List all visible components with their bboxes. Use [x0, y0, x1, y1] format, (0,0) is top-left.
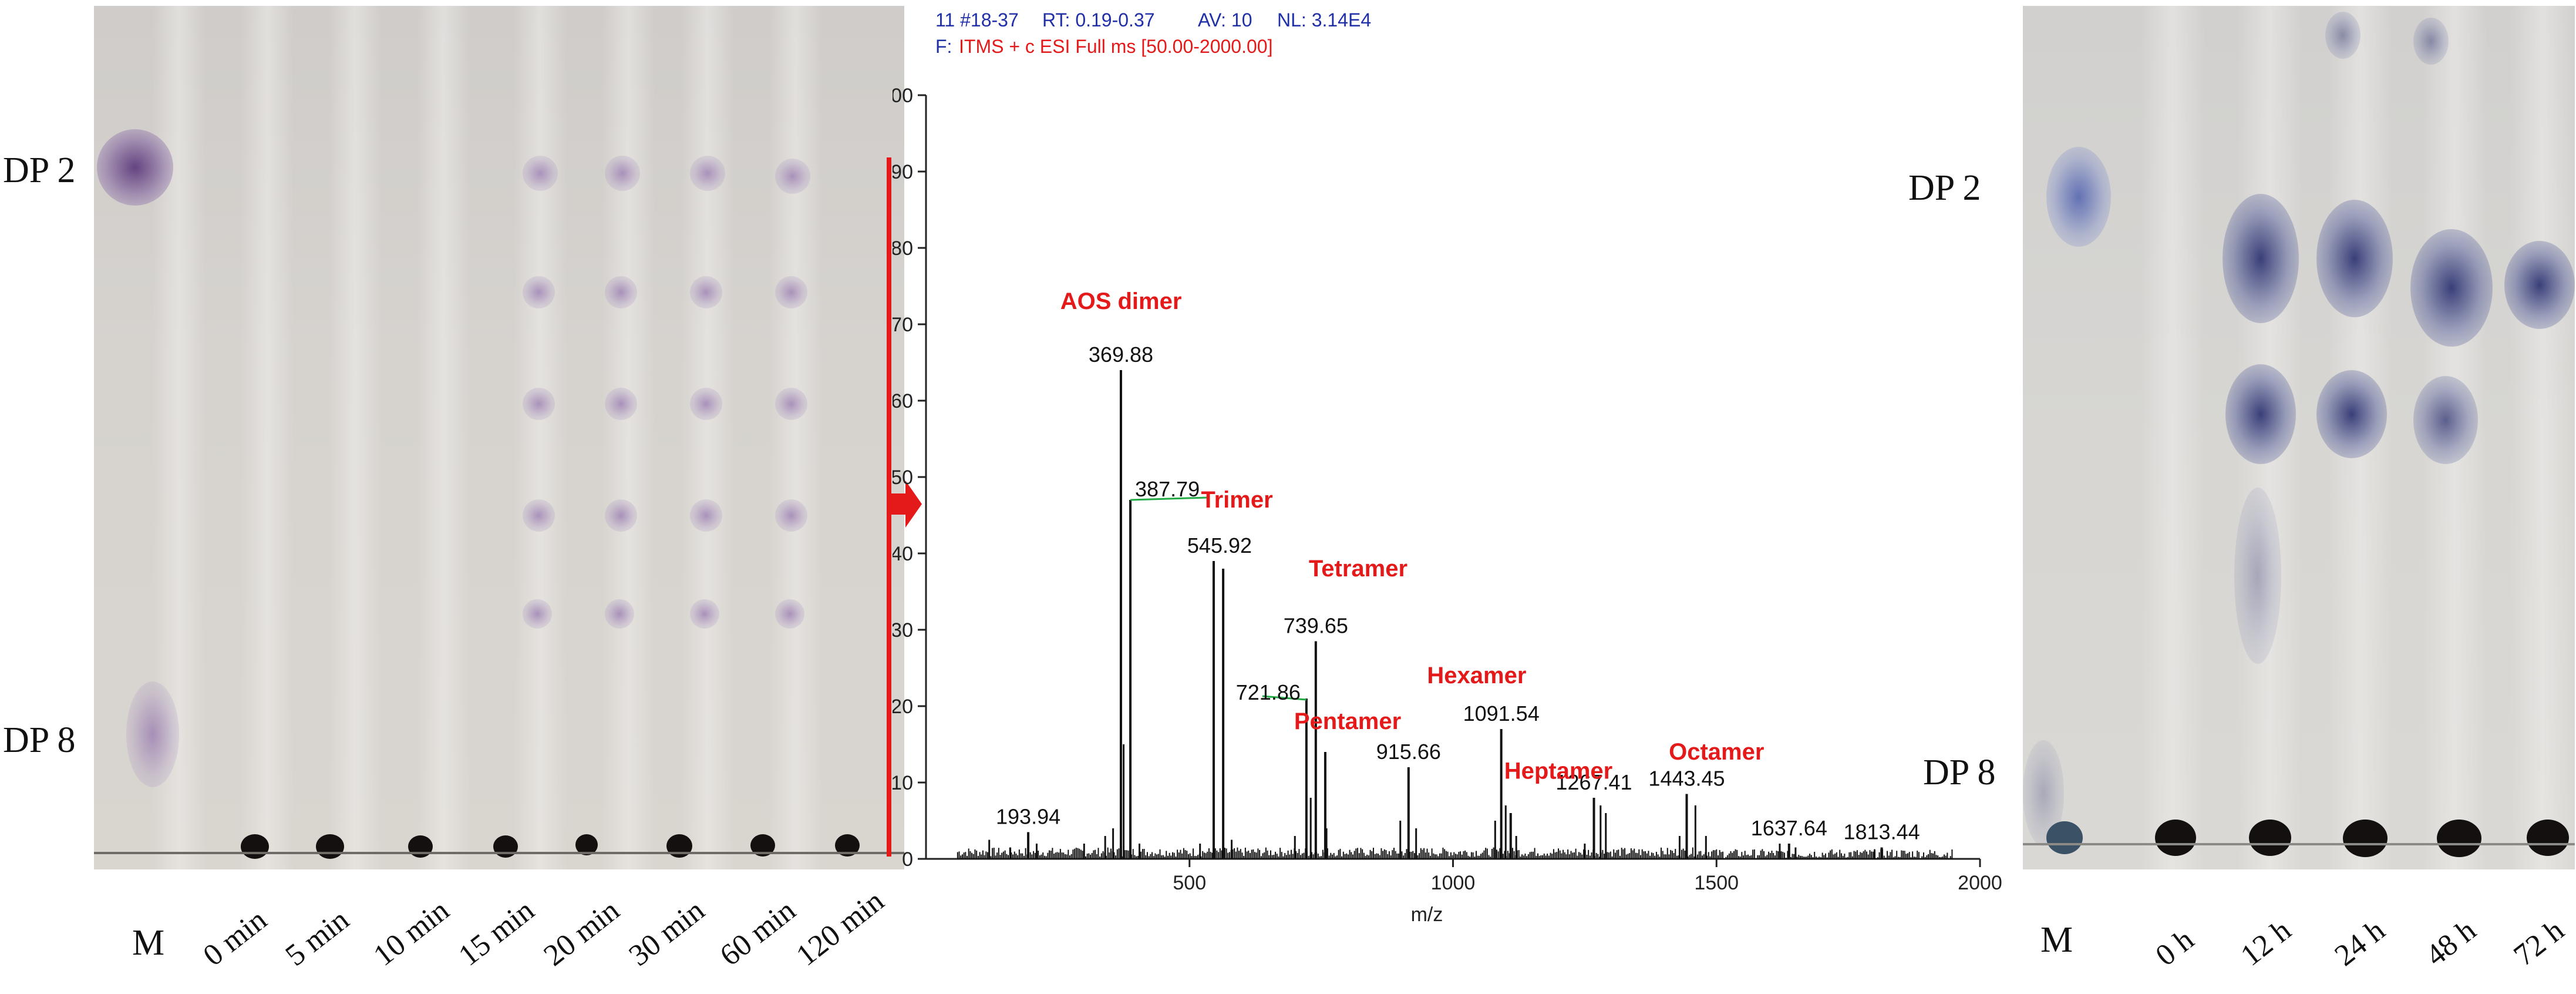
right-lane-label: 72 h: [2507, 913, 2571, 973]
origin-dot: [666, 834, 692, 858]
peak-label: 369.88: [1089, 342, 1153, 367]
y-tick-label: 20: [893, 696, 913, 718]
peak-label: 545.92: [1187, 533, 1252, 558]
leader-line: [1262, 695, 1306, 701]
y-tick-label: 50: [893, 466, 913, 489]
peak-label: 387.79: [1135, 477, 1200, 501]
spectrum-header-filter: F:: [935, 36, 952, 57]
origin-dot: [493, 835, 518, 858]
origin-dot-marker: [2046, 821, 2083, 854]
leader-line: [1130, 496, 1207, 501]
left-lane-label: 5 min: [279, 902, 356, 973]
y-tick-label: 60: [893, 390, 913, 412]
left-lane-label: 60 min: [713, 893, 802, 973]
right-lane-label: 24 h: [2328, 913, 2392, 973]
spectrum-header-scan: 11 #18-37: [935, 9, 1019, 31]
dp2-label-left: DP 2: [3, 150, 76, 190]
oligomer-annotation: AOS dimer: [1060, 288, 1182, 314]
y-tick-label: 80: [893, 237, 913, 260]
left-lane-label: 30 min: [622, 893, 711, 973]
origin-dot: [2437, 820, 2481, 857]
dp8-label-right: DP 8: [1923, 753, 1996, 792]
tlc-plate-right: [2023, 6, 2575, 869]
oligomer-annotation: Heptamer: [1504, 758, 1613, 784]
origin-dot: [316, 834, 344, 859]
peak-label: 1443.45: [1648, 767, 1725, 791]
origin-dot: [2249, 820, 2291, 856]
spectrum-header-av: AV: 10: [1198, 9, 1252, 31]
mass-spectrum: 11 #18-37 RT: 0.19-0.37 AV: 10 NL: 3.14E…: [893, 9, 2002, 926]
peak-label: 1267.41: [1555, 770, 1632, 794]
left-lane-label: 20 min: [537, 893, 626, 973]
marker-label-right: M: [2040, 920, 2073, 960]
spectrum-header-nl: NL: 3.14E4: [1277, 9, 1371, 31]
y-tick-label: 10: [893, 772, 913, 794]
y-tick-label: 0: [902, 848, 913, 871]
y-tick-label: 40: [893, 543, 913, 565]
right-lane-label: 48 h: [2419, 913, 2483, 973]
peak-label: 1091.54: [1463, 701, 1540, 726]
marker-spot-dp2: [97, 129, 173, 206]
peak-label: 739.65: [1284, 614, 1348, 638]
x-axis-label: m/z: [1411, 904, 1443, 926]
dp8-label-left: DP 8: [3, 720, 76, 760]
x-tick-label: 1500: [1694, 872, 1739, 894]
spectrum-header-rt: RT: 0.19-0.37: [1042, 9, 1155, 31]
oligomer-annotation: Pentamer: [1294, 708, 1401, 734]
left-lane-label: 0 min: [197, 902, 274, 973]
marker-spot-dp2: [2046, 147, 2111, 247]
peak-label: 915.66: [1376, 740, 1441, 764]
y-tick-label: 30: [893, 619, 913, 642]
x-tick-label: 500: [1173, 872, 1206, 894]
origin-dot: [408, 835, 433, 858]
origin-dot: [241, 834, 269, 859]
peak-label: 193.94: [996, 805, 1060, 829]
y-tick-label: 90: [893, 161, 913, 183]
arrow-icon: [889, 481, 922, 528]
tlc-plate-left: [94, 6, 904, 869]
marker-spot-dp8: [126, 681, 179, 787]
left-lane-label: 120 min: [790, 884, 891, 973]
peak-label: 1813.44: [1843, 820, 1920, 844]
oligomer-annotation: Hexamer: [1427, 663, 1526, 689]
oligomer-annotation: Tetramer: [1309, 556, 1407, 582]
y-tick-label: 70: [893, 314, 913, 336]
oligomer-annotation: Trimer: [1201, 487, 1272, 513]
right-lane-label: 0 h: [2149, 922, 2200, 973]
left-lane-label: 10 min: [367, 893, 456, 973]
peak-label: 721.86: [1236, 680, 1301, 704]
origin-dot: [2155, 820, 2196, 856]
spectrum-header-method: ITMS + c ESI Full ms [50.00-2000.00]: [959, 36, 1272, 57]
x-tick-label: 1000: [1431, 872, 1476, 894]
left-lane-label: 15 min: [452, 893, 541, 973]
marker-label-left: M: [132, 923, 165, 963]
peak-label: 1637.64: [1751, 816, 1827, 840]
origin-dot: [2527, 820, 2569, 856]
y-tick-label: 100: [893, 85, 913, 107]
dp2-label-right: DP 2: [1908, 168, 1981, 208]
x-tick-label: 2000: [1958, 872, 2002, 894]
origin-dot: [2343, 820, 2388, 857]
oligomer-annotation: Octamer: [1669, 739, 1764, 765]
right-lane-label: 12 h: [2234, 913, 2298, 973]
